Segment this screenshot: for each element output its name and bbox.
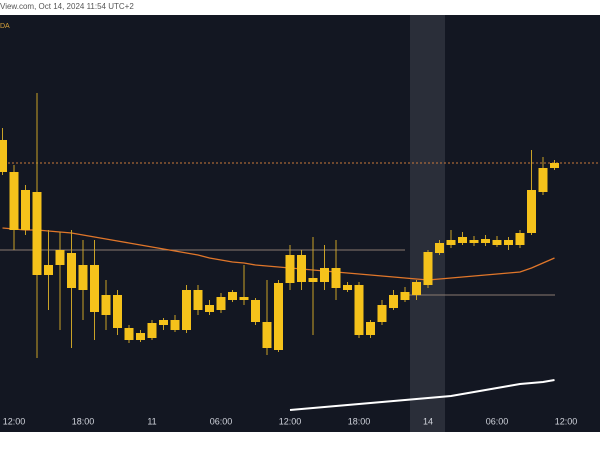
candle-body xyxy=(136,333,145,340)
candle-body xyxy=(44,265,53,275)
plot-background xyxy=(0,15,600,432)
candle-body xyxy=(481,239,490,243)
moving-average-line xyxy=(289,379,555,411)
candle-body xyxy=(550,163,559,168)
candle-body xyxy=(320,268,329,282)
candle-body xyxy=(377,305,387,322)
candle-body xyxy=(147,323,157,338)
candle-body xyxy=(205,305,214,312)
candle-body xyxy=(400,292,410,300)
x-tick-label: 18:00 xyxy=(348,416,371,426)
candle-body xyxy=(228,292,237,300)
x-tick-label: 06:00 xyxy=(210,416,233,426)
candle-body xyxy=(216,297,226,310)
indicator-label: DA xyxy=(0,23,10,30)
candle-body xyxy=(159,320,168,325)
candle-body xyxy=(170,320,180,330)
candle-body xyxy=(124,328,134,340)
candle-body xyxy=(9,172,19,230)
candle-body xyxy=(412,282,421,295)
candle-body xyxy=(251,300,260,322)
candle-body xyxy=(101,295,111,315)
candle-body xyxy=(469,240,479,243)
candle-body xyxy=(21,190,30,230)
candle-body xyxy=(343,285,352,290)
candle-body xyxy=(389,295,398,308)
candle-body xyxy=(354,285,364,335)
candle-body xyxy=(239,297,249,300)
candle-body xyxy=(538,168,548,192)
candle-body xyxy=(0,140,7,172)
candle-body xyxy=(193,290,203,310)
candle-body xyxy=(274,283,283,350)
candle-body xyxy=(504,240,513,245)
candle-body xyxy=(285,255,295,283)
candle-body xyxy=(67,253,76,288)
header-text: View.com, Oct 14, 2024 11:54 UTC+2 xyxy=(0,2,134,11)
candle-body xyxy=(527,190,536,233)
candle-body xyxy=(55,250,65,265)
x-tick-label: 12:00 xyxy=(555,416,578,426)
header-bar xyxy=(0,0,600,15)
candle-body xyxy=(32,192,42,275)
candle-body xyxy=(113,295,122,328)
x-tick-label: 18:00 xyxy=(72,416,95,426)
candle-body xyxy=(423,252,433,285)
x-tick-label: 14 xyxy=(423,416,433,426)
candle-body xyxy=(331,268,341,288)
x-tick-label: 11 xyxy=(147,416,156,426)
x-tick-label: 12:00 xyxy=(3,416,26,426)
candle-body xyxy=(297,255,306,282)
candle-body xyxy=(182,290,191,330)
session-highlight xyxy=(410,15,445,432)
candle-body xyxy=(515,233,525,245)
x-tick-label: 06:00 xyxy=(486,416,509,426)
candle-body xyxy=(262,322,272,348)
moving-average-line xyxy=(2,227,555,281)
candle-body xyxy=(90,265,99,312)
candle-body xyxy=(435,243,444,253)
candle-body xyxy=(446,240,456,245)
candle-body xyxy=(366,322,375,335)
candle-body xyxy=(492,240,502,245)
x-tick-label: 12:00 xyxy=(279,416,302,426)
candle-body xyxy=(308,278,318,282)
candle-body xyxy=(458,237,467,243)
candle-body xyxy=(78,265,88,290)
